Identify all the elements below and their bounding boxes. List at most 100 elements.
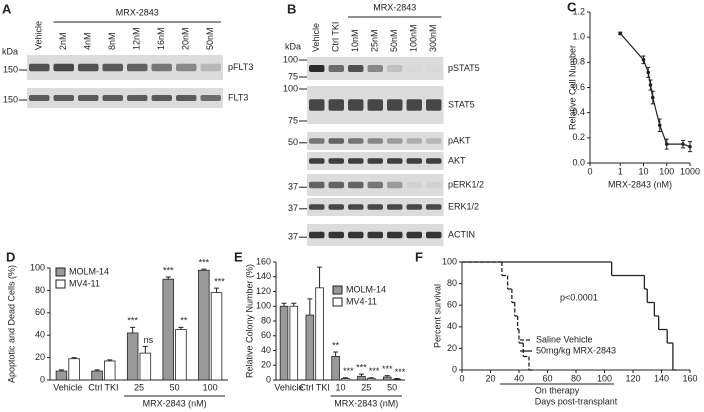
blot-band xyxy=(29,63,50,72)
bar xyxy=(382,376,392,381)
y-tick-label: 100 xyxy=(256,301,271,311)
blot-band xyxy=(348,65,364,72)
blot-band xyxy=(348,181,364,189)
y-tick-label: 0 xyxy=(40,374,45,384)
blot-band xyxy=(348,204,364,210)
x-tick-label: 20 xyxy=(485,373,495,383)
blot-band xyxy=(309,99,325,111)
data-line xyxy=(619,32,691,148)
error-bar xyxy=(333,351,339,357)
blot-row-label: STAT5 xyxy=(448,99,475,109)
legend-swatch xyxy=(332,297,343,307)
blot-band xyxy=(309,138,325,144)
blot-band xyxy=(367,204,383,210)
kda-label: kDa xyxy=(2,46,18,56)
y-tick-label: 40 xyxy=(35,330,45,340)
y-axis-title: Relative Colony Number (%) xyxy=(244,264,254,378)
x-tick-label: Vehicle xyxy=(53,382,82,392)
blot-band xyxy=(367,138,383,144)
legend-swatch xyxy=(55,279,66,289)
blot-band xyxy=(367,99,383,111)
error-bar xyxy=(142,345,148,354)
lane-label: 25nM xyxy=(370,29,380,52)
blot-band xyxy=(102,63,123,72)
y-tick-label: 0.8 xyxy=(572,57,585,67)
x-tick-label: 0 xyxy=(459,373,464,383)
y-tick-label: 100 xyxy=(442,256,457,266)
bar xyxy=(315,287,324,381)
blot-band xyxy=(348,231,364,239)
error-bar xyxy=(384,375,390,378)
blot-row-label: AKT xyxy=(448,155,466,165)
blot-band xyxy=(348,158,364,164)
error-bar xyxy=(641,55,646,65)
significance-label: *** xyxy=(163,265,174,275)
significance-label: *** xyxy=(127,316,138,326)
blot-row-label: ERK1/2 xyxy=(448,201,479,211)
blot-band xyxy=(387,231,403,239)
x-tick-label: Ctrl TKI xyxy=(88,382,118,392)
kda-marker: 150 xyxy=(3,64,18,74)
blot-band xyxy=(78,95,99,101)
legend-swatch xyxy=(55,267,66,277)
significance-label: *** xyxy=(343,366,354,376)
y-tick-label: 120 xyxy=(256,286,271,296)
lane-label: Vehicle xyxy=(311,23,321,52)
blot-band xyxy=(328,99,344,111)
error-bar xyxy=(664,138,669,150)
blot-band xyxy=(426,204,442,210)
bar xyxy=(162,278,174,381)
error-bar xyxy=(214,287,220,293)
lane-label: 100nM xyxy=(409,24,419,52)
significance-label: *** xyxy=(382,364,393,374)
error-bar xyxy=(368,377,374,379)
error-bar xyxy=(646,66,651,78)
lane-label: 16nM xyxy=(156,27,166,50)
blot-band xyxy=(176,63,197,72)
panel-label: C xyxy=(567,0,577,14)
blot-band xyxy=(387,99,403,111)
x-tick-label: Vehicle xyxy=(274,382,303,392)
x-tick-label: 10 xyxy=(638,166,648,176)
error-bar xyxy=(94,369,100,372)
legend-label: MV4-11 xyxy=(69,278,100,288)
blot-strip xyxy=(27,88,223,108)
significance-label: ns xyxy=(144,335,154,345)
blot-band xyxy=(102,95,123,101)
blot-band xyxy=(426,138,442,144)
bar xyxy=(139,352,152,381)
bar xyxy=(175,329,187,381)
kda-marker: 37 xyxy=(288,182,298,192)
blot-band xyxy=(348,138,364,144)
lane-label: 50nM xyxy=(205,27,215,50)
legend-swatch xyxy=(332,285,343,295)
blot-band xyxy=(53,63,74,72)
x-tick-label: 0 xyxy=(587,166,592,176)
error-bar xyxy=(130,326,136,333)
blot-row-label: pSTAT5 xyxy=(448,63,480,73)
bar xyxy=(55,370,68,381)
x-tick-label: 100 xyxy=(659,166,674,176)
x-tick-label: 10 xyxy=(335,382,345,392)
blot-row-label: pAKT xyxy=(448,135,471,145)
y-tick-label: 20 xyxy=(35,352,45,362)
y-axis-title: Percent survival xyxy=(432,284,442,348)
significance-label: *** xyxy=(199,257,210,267)
error-bar xyxy=(178,326,184,330)
significance-label: *** xyxy=(356,362,367,372)
blot-band xyxy=(406,204,422,210)
blot-band xyxy=(426,231,442,239)
blot-band xyxy=(309,204,325,210)
blot-band xyxy=(426,181,442,189)
panel-label: A xyxy=(2,1,12,16)
bar xyxy=(341,378,350,381)
error-bar xyxy=(657,118,662,133)
y-tick-label: 80 xyxy=(261,315,271,325)
treatment-label: MRX-2843 xyxy=(116,7,159,17)
blot-band xyxy=(151,95,172,101)
blot-band xyxy=(328,65,344,72)
blot-band xyxy=(328,181,344,189)
bar xyxy=(392,378,402,381)
x-axis-title: Days post-transplant xyxy=(535,396,618,406)
